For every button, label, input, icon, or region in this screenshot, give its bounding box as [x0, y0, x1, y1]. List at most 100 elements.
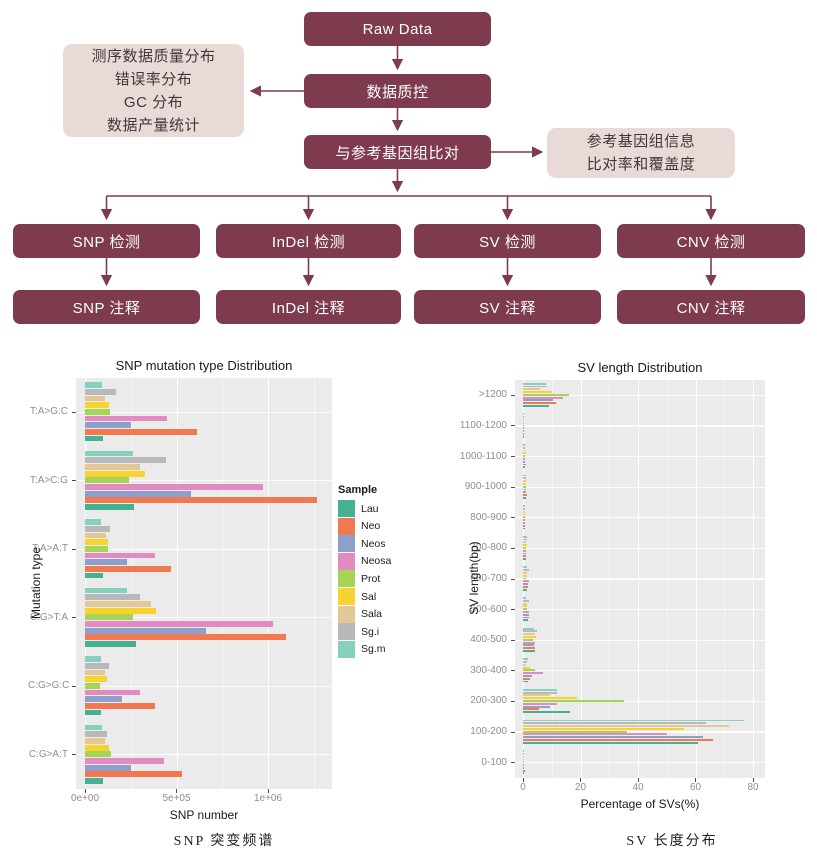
- category-gridline: [515, 425, 765, 427]
- bar: [523, 443, 526, 446]
- x-tick-mark: [522, 778, 524, 782]
- bar: [523, 602, 528, 605]
- node-sv-annot: SV 注释: [414, 290, 601, 324]
- bar: [523, 396, 564, 399]
- bar: [523, 416, 524, 419]
- bar: [523, 658, 528, 661]
- bar: [85, 450, 133, 457]
- bar: [85, 490, 192, 497]
- y-tick-mark: [72, 480, 76, 482]
- bar: [85, 532, 107, 539]
- y-tick-mark: [72, 617, 76, 619]
- y-tick-mark: [511, 456, 515, 458]
- bar: [523, 435, 524, 438]
- node-snp-detect: SNP 检测: [13, 224, 200, 258]
- bar: [523, 672, 544, 675]
- bar: [85, 408, 111, 415]
- bar: [523, 460, 526, 463]
- y-tick-mark: [511, 609, 515, 611]
- category-gridline: [515, 639, 765, 641]
- bar: [523, 505, 526, 508]
- category-gridline: [76, 480, 332, 482]
- bar: [85, 594, 140, 601]
- bar: [523, 424, 524, 427]
- bar: [523, 452, 526, 455]
- y-tick-label: T:A>C:G: [29, 474, 68, 486]
- bar: [523, 669, 535, 672]
- bar: [523, 488, 527, 491]
- legend-label: Lau: [361, 502, 379, 515]
- bar: [523, 477, 526, 480]
- bar: [523, 680, 528, 683]
- legend-label: Sal: [361, 590, 377, 603]
- plot-panel: [76, 378, 332, 789]
- bar: [523, 413, 525, 416]
- bar: [85, 702, 155, 709]
- legend-swatch: [338, 623, 355, 641]
- bar: [523, 750, 524, 752]
- bar: [523, 516, 526, 519]
- legend-label: Sg.i: [361, 625, 380, 638]
- node-sv-detect: SV 检测: [414, 224, 601, 258]
- bar: [523, 513, 527, 516]
- bar: [523, 691, 557, 694]
- bar: [523, 580, 529, 583]
- bar: [85, 627, 206, 634]
- bar: [523, 391, 552, 393]
- node-cnv-detect: CNV 检测: [617, 224, 805, 258]
- bar: [523, 697, 577, 700]
- bar: [523, 574, 527, 577]
- y-tick-label: 700-800: [470, 542, 507, 554]
- bar: [85, 669, 106, 676]
- bar: [523, 608, 528, 611]
- legend-item: Lau: [338, 500, 379, 517]
- legend-swatch: [338, 500, 355, 517]
- bar: [523, 494, 528, 496]
- qc-output-line: 测序数据质量分布: [91, 47, 216, 65]
- bar: [523, 583, 529, 586]
- bar: [85, 634, 287, 641]
- bar: [85, 395, 106, 402]
- bar: [523, 455, 526, 458]
- y-tick-label: C:G>T:A: [29, 611, 68, 623]
- node-data-qc: 数据质控: [304, 74, 491, 108]
- bar: [523, 769, 526, 772]
- x-tick-label: 40: [632, 782, 644, 793]
- bar: [523, 638, 534, 641]
- sv-length-chart: SV length Distribution >1200 1100-1200 1000…: [450, 356, 795, 852]
- bar: [523, 466, 526, 469]
- bar: [85, 545, 108, 552]
- bar: [523, 675, 532, 677]
- legend-item: Sg.i: [338, 623, 380, 641]
- y-tick-mark: [511, 639, 515, 641]
- bar: [523, 510, 526, 513]
- x-tick-mark: [752, 778, 754, 782]
- bar: [523, 636, 536, 638]
- bar: [85, 415, 168, 422]
- qc-output-line: GC 分布: [123, 93, 184, 111]
- y-tick-label: 0-100: [481, 756, 507, 768]
- bar: [523, 627, 534, 630]
- bar: [85, 682, 100, 689]
- bar: [523, 566, 528, 569]
- bar: [523, 752, 524, 755]
- x-tick-label: 0: [520, 782, 526, 793]
- bar: [85, 428, 197, 435]
- bar: [523, 741, 699, 744]
- x-tick-label: 80: [747, 782, 759, 793]
- bar: [523, 474, 526, 477]
- bar: [85, 565, 171, 572]
- legend-item: Neos: [338, 535, 386, 553]
- bar: [85, 771, 182, 778]
- bar: [523, 421, 525, 424]
- bar: [523, 705, 551, 708]
- x-tick-label: 20: [574, 782, 587, 793]
- x-tick-label: 1e+06: [253, 793, 283, 804]
- bar: [523, 661, 528, 663]
- bar: [523, 508, 526, 510]
- legend-label: Sg.m: [361, 643, 386, 656]
- bar: [523, 496, 527, 499]
- bar: [523, 541, 526, 544]
- bar: [523, 722, 706, 725]
- bar: [523, 677, 531, 680]
